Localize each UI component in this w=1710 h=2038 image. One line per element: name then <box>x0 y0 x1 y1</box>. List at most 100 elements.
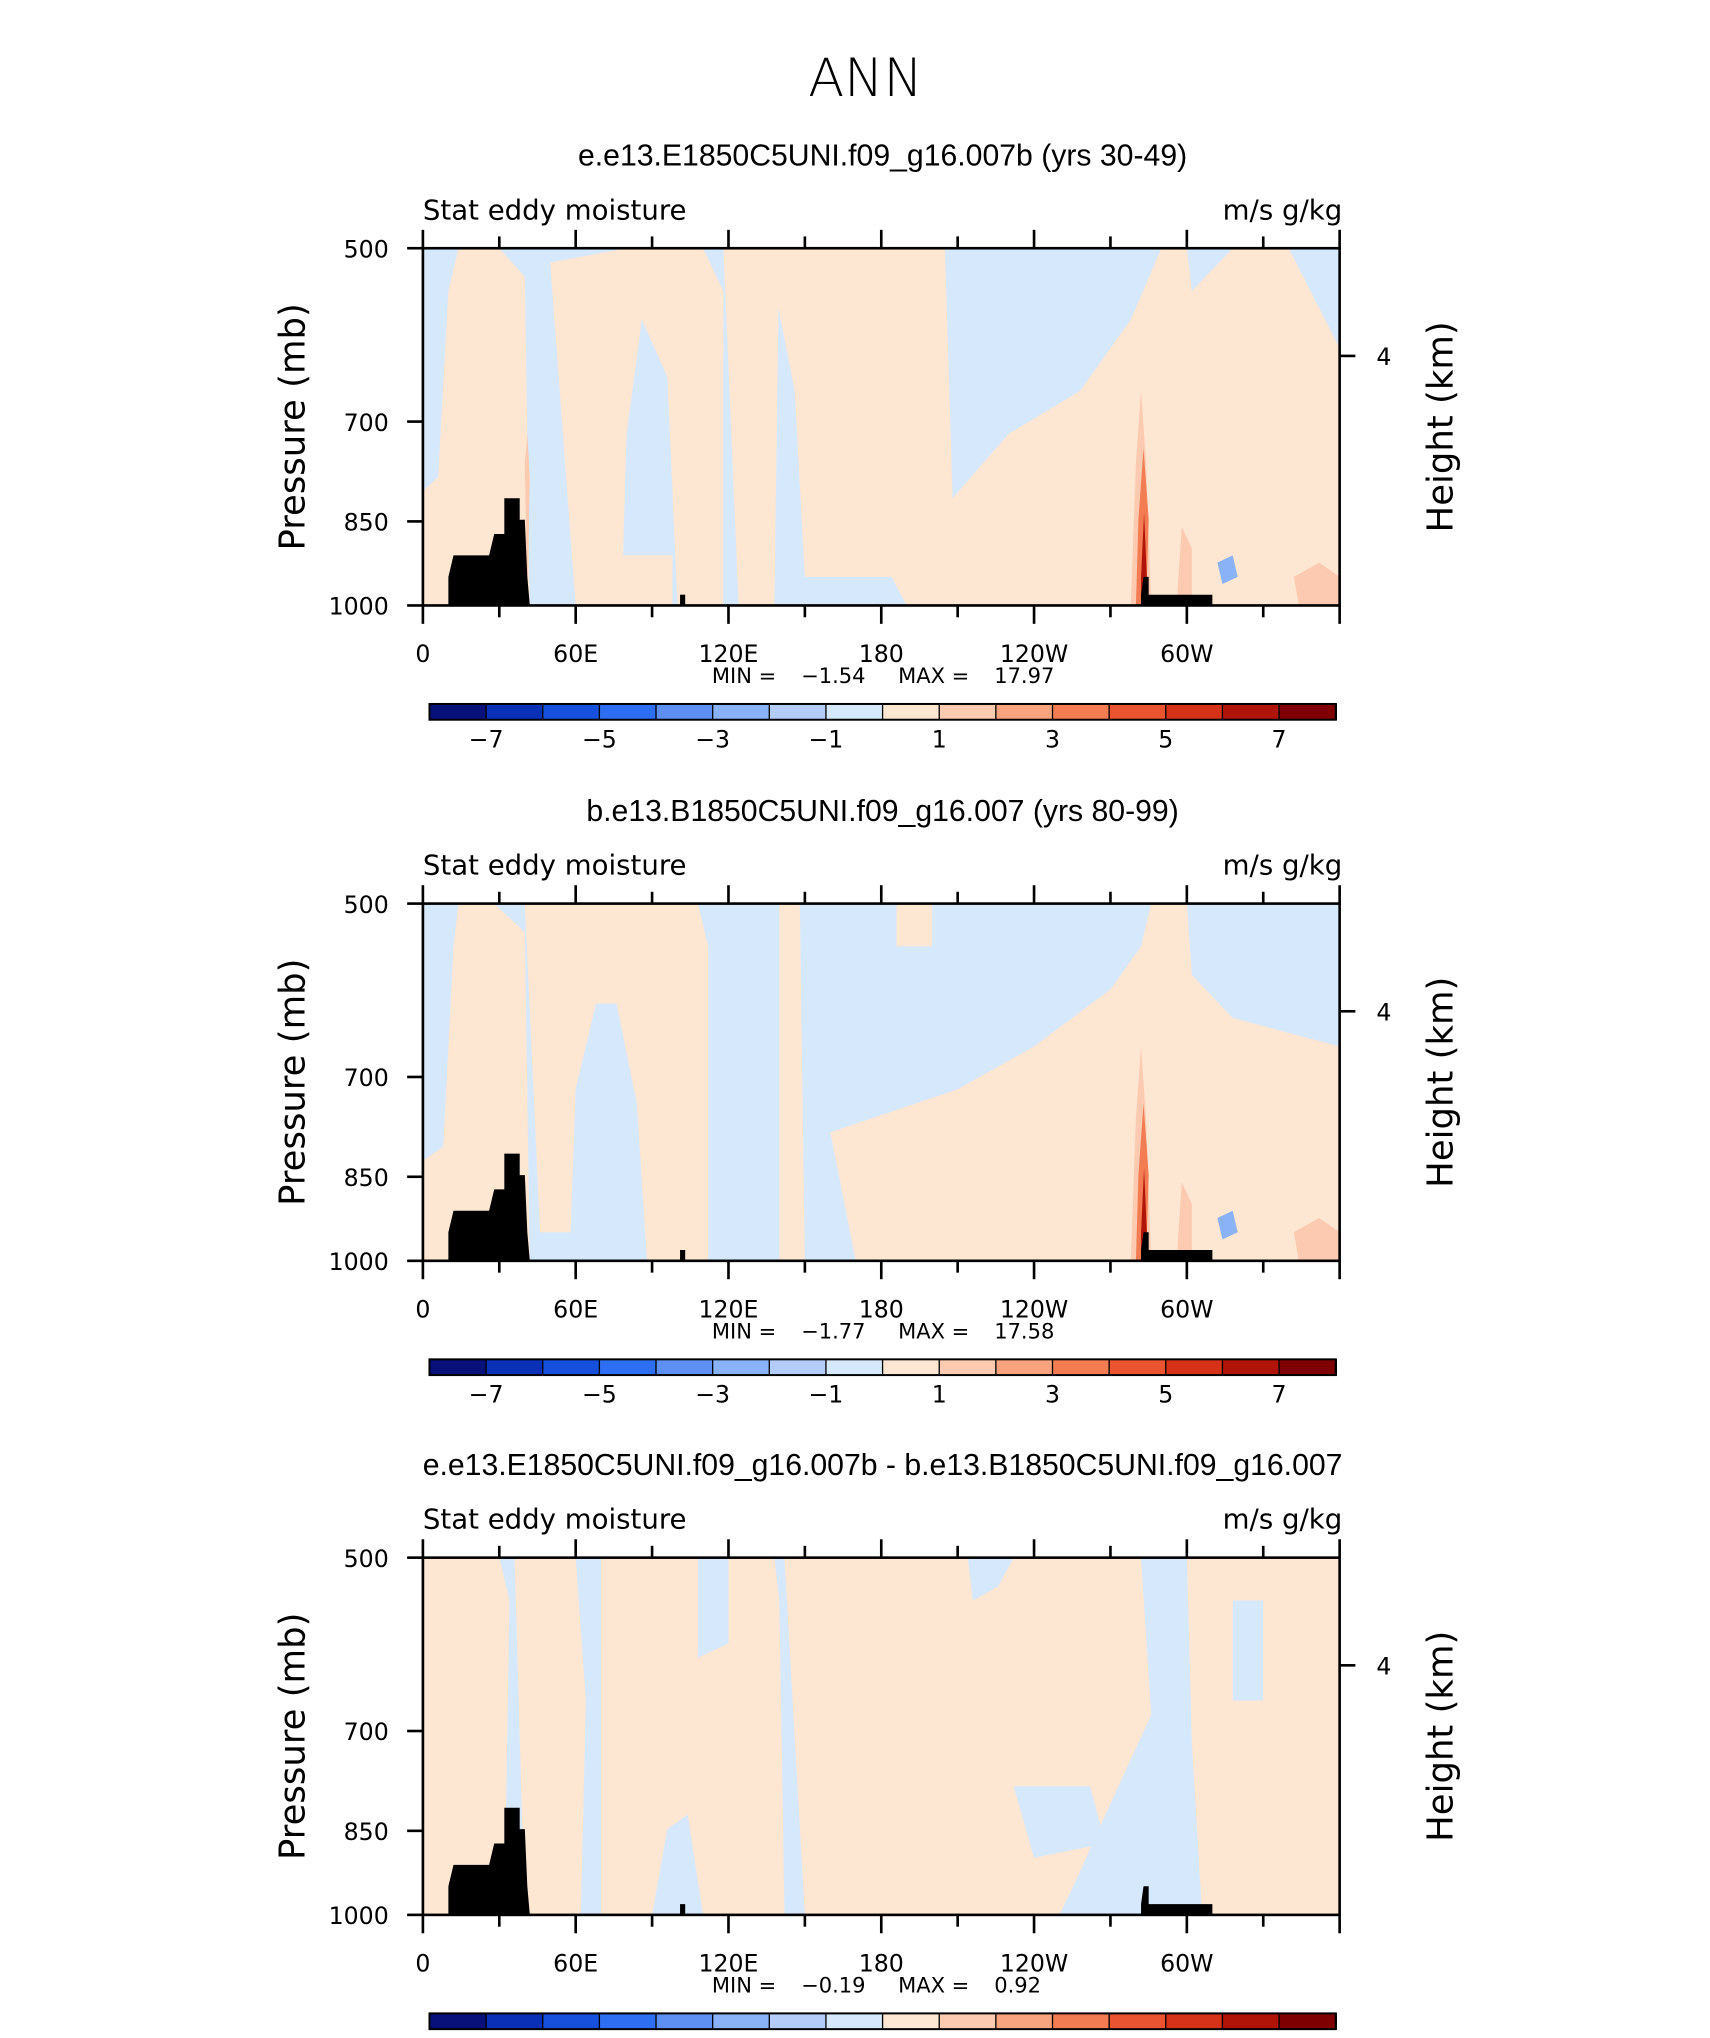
field-label: Stat eddy moisture <box>423 1503 687 1536</box>
x-tick-label: 60W <box>1160 1295 1213 1323</box>
positive-contour <box>422 248 530 606</box>
y-tick-label: 1000 <box>329 1248 389 1276</box>
min-label: MIN = <box>712 1318 776 1343</box>
colorbar-label: 3 <box>1045 1381 1060 1409</box>
colorbar-label: 5 <box>1158 1381 1173 1409</box>
negative-contour <box>697 1557 729 1658</box>
y-tick-label: 850 <box>344 1818 389 1846</box>
contour-field <box>422 1557 1340 1915</box>
right-tick-label: 4 <box>1376 998 1391 1026</box>
colorbar-swatch <box>598 703 658 721</box>
positive-contour <box>1176 1182 1192 1261</box>
x-tick-label: 60E <box>553 640 598 668</box>
y-tick-label: 850 <box>344 509 389 537</box>
y-tick-label: 1000 <box>329 593 389 621</box>
y-axis-title: Pressure (mb) <box>273 1613 314 1860</box>
min-value: −1.54 <box>801 663 865 688</box>
y-tick-label: 500 <box>344 891 389 919</box>
panel-title: e.e13.E1850C5UNI.f09_g16.007b - b.e13.B1… <box>423 1449 1343 1482</box>
units-label: m/s g/kg <box>1223 1503 1343 1536</box>
colorbar-swatch <box>655 1358 714 1376</box>
min-label: MIN = <box>712 1972 776 1997</box>
colorbar-swatch <box>428 2012 488 2030</box>
positive-contour <box>830 903 1340 1261</box>
colorbar-swatch <box>1108 703 1168 721</box>
colorbar-label: −5 <box>582 1381 617 1409</box>
colorbar-swatch <box>995 2012 1054 2030</box>
topography-mask <box>1141 1886 1213 1915</box>
y-axis-title: Pressure (mb) <box>273 303 314 550</box>
positive-contour <box>766 248 1340 606</box>
colorbar-swatch <box>542 1358 601 1376</box>
colorbar-swatch <box>768 703 828 721</box>
negative-contour <box>1232 1600 1264 1701</box>
panel-title: e.e13.E1850C5UNI.f09_g16.007b (yrs 30-49… <box>578 139 1187 172</box>
panel-3: e.e13.E1850C5UNI.f09_g16.007b - b.e13.B1… <box>273 1449 1462 2038</box>
colorbar-swatch <box>1051 703 1111 721</box>
negative-contour <box>1217 1210 1238 1240</box>
colorbar-label: −3 <box>695 1381 730 1409</box>
y-tick-label: 1000 <box>329 1902 389 1930</box>
colorbar-swatch <box>825 703 884 721</box>
colorbar: −7 −5 −3 −1 1 3 5 7 <box>428 702 1338 753</box>
colorbar-swatch <box>1051 2012 1111 2030</box>
colorbar-label: 1.2 <box>1090 2035 1128 2038</box>
colorbar-swatch <box>1278 703 1338 721</box>
colorbar-swatch <box>598 2012 658 2030</box>
colorbar-swatch <box>598 1358 658 1376</box>
colorbar-swatch <box>938 2012 998 2030</box>
field-label: Stat eddy moisture <box>423 849 687 882</box>
max-label: MAX = <box>898 1972 969 1997</box>
colorbar-swatch <box>655 2012 714 2030</box>
colorbar-swatch <box>825 2012 884 2030</box>
positive-contour <box>422 903 530 1261</box>
topography-mask <box>680 594 686 606</box>
colorbar-frame <box>428 1358 1337 1377</box>
positive-contour <box>1186 1557 1340 1915</box>
colorbar-label: −1.2 <box>627 2035 684 2038</box>
positive-contour <box>723 248 780 606</box>
x-tick-label: 120E <box>698 1949 758 1977</box>
x-tick-label: 60E <box>553 1949 598 1977</box>
colorbar-swatch <box>712 1358 771 1376</box>
min-label: MIN = <box>712 663 776 688</box>
colorbar-label: −3 <box>695 725 730 753</box>
x-tick-label: 60E <box>553 1295 598 1323</box>
max-value: 0.92 <box>994 1972 1041 1997</box>
colorbar-label: −7 <box>469 1381 504 1409</box>
y-tick-label: 500 <box>344 235 389 263</box>
topography-mask <box>448 1807 530 1915</box>
positive-contour <box>779 903 805 1261</box>
colorbar-label: −7 <box>469 725 504 753</box>
negative-contour <box>1013 1786 1106 1858</box>
positive-contour <box>524 433 530 606</box>
x-tick-label: 180 <box>859 1295 904 1323</box>
x-tick-label: 120W <box>1000 1295 1068 1323</box>
positive-contour <box>1293 562 1340 606</box>
colorbar-label: 3 <box>1045 725 1060 753</box>
colorbar-swatch <box>825 1358 884 1376</box>
colorbar-label: 5 <box>1158 725 1173 753</box>
colorbar: −1.8 −1.2 −0.6 0 0.6 1.2 1.8 <box>428 2012 1338 2038</box>
colorbar-swatch <box>1278 1358 1338 1376</box>
colorbar-swatch <box>1221 703 1281 721</box>
colorbar-swatch <box>542 703 601 721</box>
colorbar-swatch <box>655 703 714 721</box>
colorbar-label: 0.6 <box>977 2035 1015 2038</box>
colorbar-swatch <box>1108 1358 1168 1376</box>
units-label: m/s g/kg <box>1223 193 1343 226</box>
positive-contour <box>422 1557 510 1915</box>
colorbar-label: 7 <box>1272 1381 1287 1409</box>
colorbar-label: 1.8 <box>1204 2035 1242 2038</box>
colorbar-frame <box>428 2012 1337 2031</box>
colorbar-swatch <box>428 703 488 721</box>
y-axis-title-right: Height (km) <box>1421 321 1462 532</box>
positive-contour <box>1293 1218 1340 1261</box>
positive-contour <box>896 903 933 947</box>
colorbar-swatch <box>712 2012 771 2030</box>
topography-mask <box>1141 1232 1213 1261</box>
colorbar-swatch <box>712 703 771 721</box>
colorbar-swatch <box>938 1358 998 1376</box>
x-tick-label: 0 <box>415 1295 430 1323</box>
positive-contour <box>1176 526 1192 606</box>
